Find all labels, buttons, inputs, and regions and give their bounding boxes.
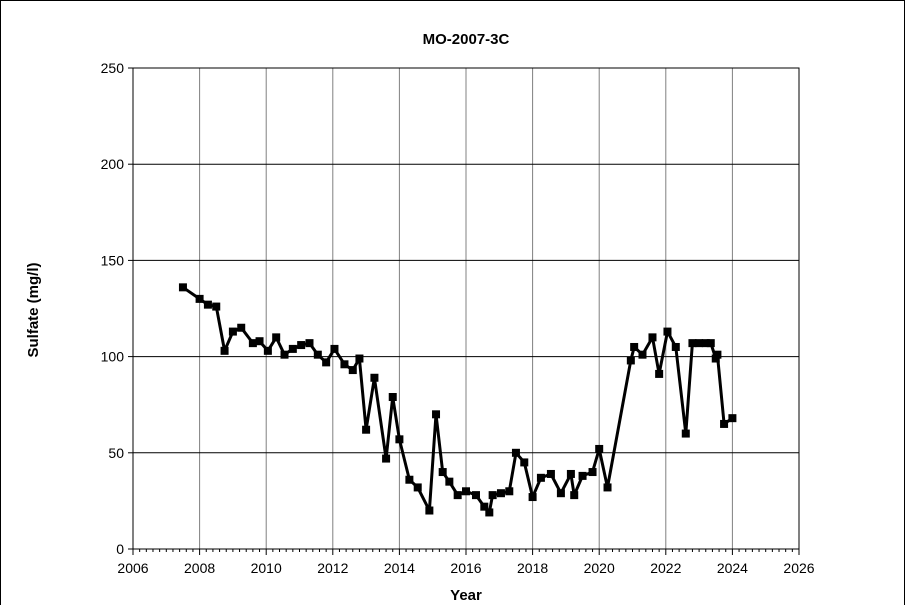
data-point-marker [520, 458, 529, 467]
data-point-marker [348, 366, 357, 375]
y-tick-label: 250 [101, 60, 125, 76]
data-point-marker [438, 468, 447, 477]
grid-layer [133, 67, 800, 549]
data-point-marker [626, 356, 635, 365]
x-tick-label: 2006 [117, 560, 148, 576]
data-point-marker [340, 360, 349, 369]
series-layer [178, 283, 737, 517]
y-tick-label: 100 [101, 349, 125, 365]
data-point-marker [570, 491, 579, 500]
data-point-marker [536, 473, 545, 482]
data-point-marker [388, 393, 397, 402]
data-point-marker [648, 333, 657, 342]
data-point-marker [425, 506, 434, 515]
y-tick-label: 200 [101, 156, 125, 172]
data-point-marker [228, 327, 237, 336]
data-point-marker [485, 508, 494, 517]
chart-title: MO-2007-3C [423, 31, 510, 48]
data-point-marker [248, 339, 257, 348]
data-point-marker [445, 477, 454, 486]
data-point-marker [488, 491, 497, 500]
data-point-marker [280, 350, 289, 359]
data-point-marker [603, 483, 612, 492]
data-point-marker [453, 491, 462, 500]
data-point-marker [462, 487, 470, 496]
data-point-marker [671, 342, 680, 351]
data-point-marker [511, 448, 520, 457]
data-point-marker [588, 468, 597, 477]
data-point-marker [305, 339, 314, 348]
data-point-marker [203, 300, 212, 309]
x-tick-label: 2008 [184, 560, 215, 576]
x-tick-label: 2024 [717, 560, 748, 576]
data-point-marker [212, 302, 221, 311]
data-point-marker [528, 493, 537, 502]
data-point-marker [255, 337, 264, 346]
x-tick-label: 2018 [517, 560, 548, 576]
data-point-marker [556, 489, 565, 498]
x-tick-label: 2014 [384, 560, 415, 576]
data-point-marker [595, 444, 604, 453]
data-point-marker [395, 435, 404, 444]
data-point-marker [728, 414, 737, 423]
data-point-marker [505, 487, 514, 496]
data-point-marker [695, 339, 704, 348]
data-point-marker [263, 346, 272, 355]
x-tick-label: 2022 [650, 560, 681, 576]
data-point-marker [362, 425, 371, 434]
data-point-marker [405, 475, 414, 484]
x-axis-label: Year [450, 587, 482, 604]
data-point-marker [480, 502, 489, 511]
data-point-marker [355, 354, 364, 363]
data-point-marker [638, 350, 647, 359]
data-point-marker [432, 410, 441, 419]
data-point-marker [546, 469, 555, 478]
data-point-marker [578, 471, 587, 480]
y-axis-label: Sulfate (mg/l) [25, 262, 42, 357]
x-tick-label: 2026 [783, 560, 814, 576]
data-point-marker [413, 483, 422, 492]
data-point-marker [566, 469, 575, 478]
x-tick-label: 2020 [584, 560, 615, 576]
data-point-marker [370, 373, 379, 382]
y-tick-label: 50 [108, 445, 124, 461]
data-point-marker [688, 339, 697, 348]
data-point-marker [288, 344, 297, 353]
data-point-marker [272, 333, 281, 342]
x-tick-label: 2010 [251, 560, 282, 576]
x-tick-label: 2012 [317, 560, 348, 576]
y-tick-label: 0 [116, 541, 124, 557]
data-point-marker [713, 350, 722, 359]
data-point-marker [663, 327, 672, 336]
data-point-marker [630, 342, 639, 351]
data-point-marker [313, 350, 322, 359]
data-point-marker [471, 491, 480, 500]
data-point-marker [220, 346, 229, 355]
data-point-marker [681, 429, 690, 438]
data-point-marker [701, 339, 710, 348]
x-tick-label: 2016 [450, 560, 481, 576]
data-point-marker [496, 489, 505, 498]
data-point-marker [322, 358, 331, 367]
data-point-marker [382, 454, 391, 463]
data-point-marker [297, 341, 306, 350]
data-point-marker [330, 344, 339, 353]
data-point-marker [237, 323, 246, 332]
ticks-layer: 2006 2008 2010 2012 2014 2016 2018 2020 2022 2024… [101, 60, 815, 576]
data-point-marker [178, 283, 187, 292]
data-point-marker [720, 419, 729, 428]
data-point-marker [655, 369, 664, 378]
data-point-marker [706, 339, 715, 348]
y-tick-label: 150 [101, 252, 125, 268]
data-point-marker [195, 294, 204, 303]
series-line [182, 286, 734, 514]
